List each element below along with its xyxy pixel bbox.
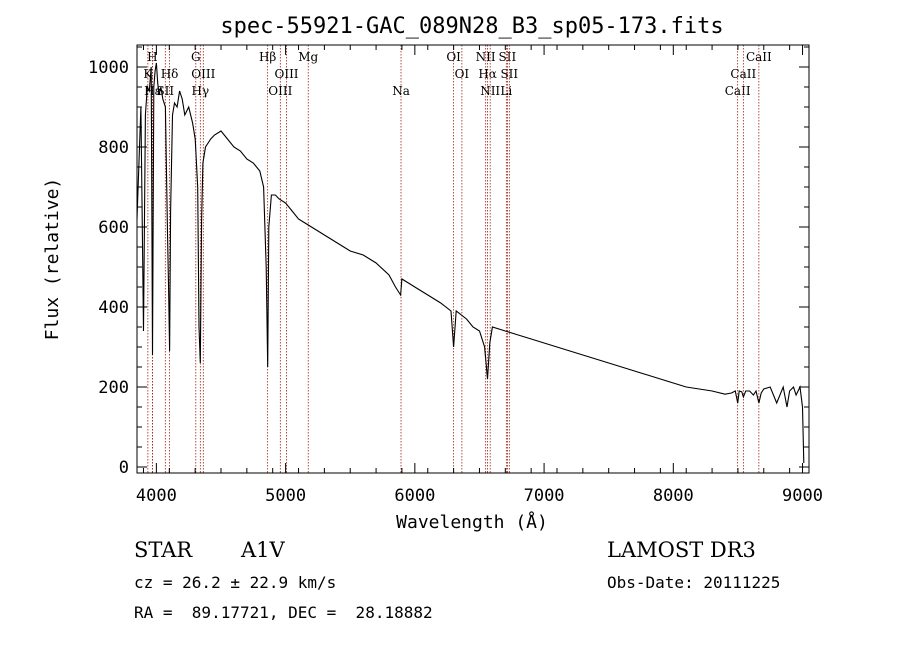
object-class: STAR (134, 538, 193, 562)
line-label-7: Hγ (192, 84, 210, 98)
x-tick-label: 8000 (653, 486, 694, 506)
line-label-4: Hδ (161, 67, 179, 81)
redshift-velocity: cz = 26.2 ± 22.9 km/s (134, 573, 337, 592)
spectral-line-markers: KHHεSIIHδGOIIIHγHβOIIIOIIIMgNaOIOINIIHαN… (143, 45, 772, 473)
x-tick-label: 4000 (136, 486, 177, 506)
line-label-23: CaII (746, 50, 772, 64)
chart-title: spec-55921-GAC_089N28_B3_sp05-173.fits (220, 14, 723, 39)
line-label-8: Hβ (259, 50, 276, 64)
x-tick-label: 7000 (524, 486, 565, 506)
line-label-18: SII (499, 50, 517, 64)
line-label-15: NII (476, 50, 496, 64)
line-label-13: OI (446, 50, 461, 64)
x-axis-label: Wavelength (Å) (396, 511, 548, 533)
x-tick-label: 6000 (394, 486, 435, 506)
line-label-21: CaII (725, 84, 751, 98)
line-label-14: OI (455, 67, 470, 81)
x-tick-label: 5000 (265, 486, 306, 506)
axis-ticks: 4000 5000 6000 7000 8000 9000 0 200 400 600 800 100… (88, 45, 823, 506)
observation-date: Obs-Date: 20111225 (607, 573, 781, 592)
line-label-12: Na (392, 84, 410, 98)
x-tick-label: 9000 (782, 486, 823, 506)
plot-frame (136, 44, 810, 474)
line-label-20: Li (500, 84, 512, 98)
line-label-10: OIII (274, 67, 298, 81)
line-label-11: Mg (298, 50, 318, 64)
line-label-16: Hα (478, 67, 497, 81)
line-label-6: OIII (191, 67, 215, 81)
survey-name: LAMOST DR3 (607, 538, 756, 562)
object-subclass: A1V (241, 538, 285, 562)
y-tick-label: 0 (119, 458, 129, 478)
y-axis-label: Flux (relative) (42, 178, 63, 341)
line-label-3: SII (156, 84, 174, 98)
spectrum-series-line (136, 62, 805, 464)
line-label-2: Hε (144, 84, 161, 98)
line-label-5: G (191, 50, 201, 64)
line-label-17: NII (480, 84, 500, 98)
y-tick-label: 1000 (88, 58, 129, 78)
line-label-22: CaII (730, 67, 756, 81)
y-tick-label: 600 (98, 218, 129, 238)
line-label-0: K (143, 67, 153, 81)
y-tick-label: 800 (98, 138, 129, 158)
ra-dec-coordinates: RA = 89.17721, DEC = 28.18882 (134, 603, 433, 622)
line-label-9: OIII (268, 84, 292, 98)
line-label-19: SII (500, 67, 518, 81)
y-tick-label: 400 (98, 298, 129, 318)
y-tick-label: 200 (98, 378, 129, 398)
